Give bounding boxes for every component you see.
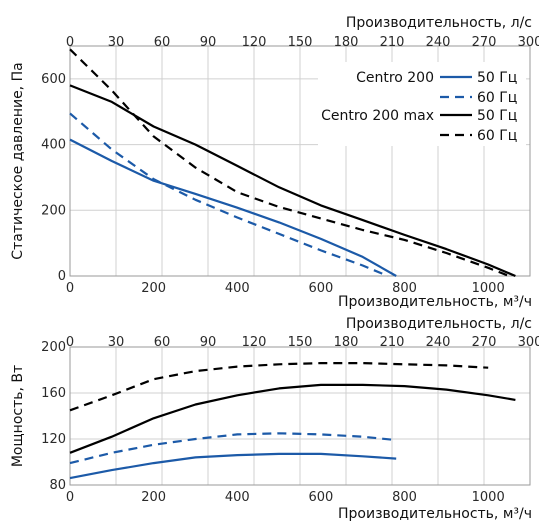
legend-group-label: Centro 200 max [321, 108, 434, 124]
series-line-3 [69, 48, 510, 278]
x2-tick-label: 120 [242, 35, 267, 50]
x2-tick-label: 0 [66, 335, 74, 350]
x2-axis-title: Производительность, л/с [346, 316, 532, 332]
x2-tick-label: 180 [334, 335, 359, 350]
series-line-1 [69, 112, 389, 278]
x-tick-label: 400 [225, 281, 250, 296]
x-tick-label: 400 [225, 490, 250, 505]
x2-tick-label: 60 [154, 35, 171, 50]
x2-tick-label: 240 [426, 35, 451, 50]
x-tick-label: 200 [141, 281, 166, 296]
x2-tick-label: 210 [380, 35, 405, 50]
x-tick-label: 600 [308, 490, 333, 505]
x2-tick-label: 240 [426, 335, 451, 350]
y-tick-label: 200 [41, 203, 66, 218]
x2-tick-label: 90 [200, 35, 217, 50]
legend-entry-label: 50 Гц [477, 108, 517, 124]
legend-group-label: Centro 200 [356, 70, 434, 86]
legend: Centro 200 50 Гц 60 Гц Centro 200 max 50 Гц 6… [318, 62, 526, 146]
x2-tick-label: 270 [472, 335, 497, 350]
y-tick-label: 160 [41, 386, 66, 401]
series-line-2 [69, 84, 516, 278]
x-tick-label: 1000 [472, 490, 505, 505]
y-tick-label: 120 [41, 432, 66, 447]
x2-tick-label: 30 [108, 335, 125, 350]
x-tick-label: 800 [392, 490, 417, 505]
pressure-panel: 0 200 400 600 800 1000 0 30 60 90 120 150 180 210 240 2… [10, 15, 539, 310]
y-tick-label: 0 [58, 269, 66, 284]
plot-frame [69, 346, 531, 486]
x2-tick-label: 90 [200, 335, 217, 350]
series-line-3 [69, 362, 489, 412]
x2-tick-label: 300 [518, 35, 539, 50]
x-axis-title: Производительность, м³/ч [338, 294, 532, 310]
series-line-0 [69, 138, 397, 277]
y-tick-label: 200 [41, 340, 66, 355]
y-tick-label: 400 [41, 138, 66, 153]
x-tick-label: 0 [66, 281, 74, 296]
grid [69, 346, 531, 486]
x2-tick-label: 300 [518, 335, 539, 350]
y-tick-label: 600 [41, 72, 66, 87]
series-line-2 [69, 383, 516, 454]
y-axis-title: Мощность, Вт [10, 365, 26, 467]
x2-tick-label: 0 [66, 35, 74, 50]
x-tick-label: 600 [308, 281, 333, 296]
x-tick-label: 1000 [472, 281, 505, 296]
legend-background [318, 62, 526, 146]
x2-tick-label: 270 [472, 35, 497, 50]
y-tick-label: 80 [49, 478, 66, 493]
legend-entry-label: 60 Гц [477, 90, 517, 106]
series-line-1 [69, 432, 397, 465]
x-tick-label: 200 [141, 490, 166, 505]
x2-tick-label: 150 [288, 35, 313, 50]
x2-tick-label: 120 [242, 335, 267, 350]
x-tick-label: 800 [392, 281, 417, 296]
x-axis-title: Производительность, м³/ч [338, 506, 532, 522]
plot-frame [69, 45, 531, 277]
x-tick-label: 0 [66, 490, 74, 505]
x2-tick-label: 30 [108, 35, 125, 50]
x2-tick-label: 180 [334, 35, 359, 50]
x2-tick-label: 150 [288, 335, 313, 350]
legend-entry-label: 60 Гц [477, 128, 517, 144]
series-line-0 [69, 452, 397, 480]
x2-axis-title: Производительность, л/с [346, 15, 532, 31]
x2-tick-label: 60 [154, 335, 171, 350]
legend-entry-label: 50 Гц [477, 70, 517, 86]
y-axis-title: Статическое давление, Па [10, 62, 26, 259]
x2-tick-label: 210 [380, 335, 405, 350]
